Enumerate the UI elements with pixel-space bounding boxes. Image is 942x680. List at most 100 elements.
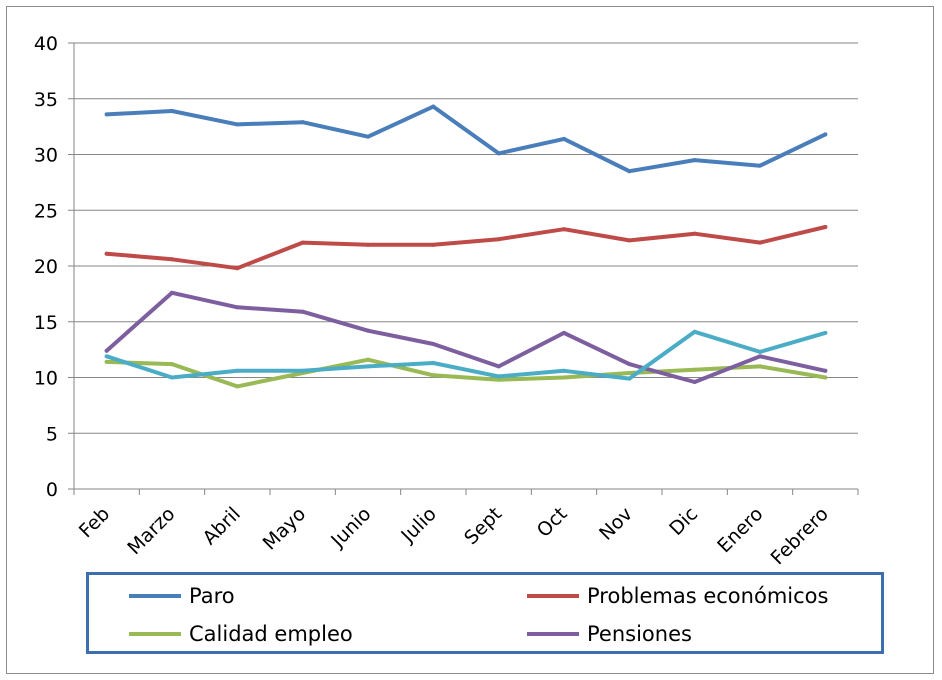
y-tick-label-0: 0 (46, 479, 58, 501)
point-calidad-empleo-1 (170, 362, 174, 367)
point-pensiones-1 (170, 290, 174, 295)
y-tick-label-2: 10 (34, 368, 58, 390)
point-problemas-economicos-7 (562, 227, 566, 232)
point-calidad-empleo-0 (104, 359, 109, 364)
point-pensiones-11 (823, 368, 828, 373)
point-problemas-economicos-1 (170, 257, 174, 262)
x-tick-label-4: Junio (326, 503, 375, 552)
legend-swatch-pensiones (527, 632, 579, 636)
y-tick-label-4: 20 (34, 256, 58, 278)
point-unnamed-4-7 (562, 368, 566, 373)
x-tick-label-6: Sept (460, 503, 506, 549)
x-tick-label-3: Mayo (259, 503, 311, 555)
point-paro-8 (627, 169, 632, 174)
series-line-problemas-economicos (104, 225, 828, 271)
point-unnamed-4-8 (627, 376, 632, 381)
point-pensiones-7 (562, 330, 566, 335)
series-line-pensiones (104, 290, 828, 384)
point-calidad-empleo-9 (692, 367, 697, 372)
point-calidad-empleo-8 (627, 371, 632, 376)
point-calidad-empleo-7 (562, 375, 566, 380)
point-paro-6 (496, 151, 501, 156)
y-tick-label-1: 5 (46, 423, 58, 445)
x-tick-label-8: Nov (595, 503, 637, 545)
point-paro-5 (431, 104, 436, 109)
point-paro-10 (758, 163, 762, 168)
point-problemas-economicos-4 (366, 242, 370, 247)
point-paro-0 (104, 112, 109, 117)
point-unnamed-4-3 (300, 368, 305, 373)
chart-frame (6, 6, 934, 674)
legend-swatch-calidad-empleo (129, 632, 181, 636)
y-tick-label-3: 15 (34, 312, 58, 334)
x-tick-label-9: Dic (665, 503, 702, 540)
legend: Paro Problemas económicos Calidad empleo… (86, 572, 884, 654)
point-pensiones-5 (431, 342, 436, 347)
point-paro-7 (562, 136, 566, 141)
point-calidad-empleo-5 (431, 373, 436, 378)
y-tick-label-5: 25 (34, 200, 58, 222)
point-pensiones-10 (758, 354, 762, 359)
x-tick-label-0: Feb (75, 503, 114, 542)
point-unnamed-4-2 (235, 368, 240, 373)
point-unnamed-4-11 (823, 330, 828, 335)
point-pensiones-9 (692, 379, 697, 384)
point-unnamed-4-0 (104, 354, 109, 359)
point-unnamed-4-1 (170, 375, 174, 380)
x-tick-label-10: Enero (713, 503, 767, 557)
point-calidad-empleo-4 (366, 357, 370, 362)
point-paro-3 (300, 120, 305, 125)
point-calidad-empleo-2 (235, 384, 240, 389)
y-tick-label-7: 35 (34, 89, 58, 111)
point-unnamed-4-4 (366, 364, 370, 369)
point-paro-9 (692, 158, 697, 163)
x-tick-label-7: Oct (533, 503, 572, 542)
point-pensiones-4 (366, 328, 370, 333)
point-calidad-empleo-6 (496, 377, 501, 382)
point-paro-2 (235, 122, 240, 127)
y-tick-label-8: 40 (34, 33, 58, 55)
point-paro-11 (823, 132, 828, 137)
point-problemas-economicos-10 (758, 240, 762, 245)
legend-label-calidad-empleo: Calidad empleo (189, 622, 353, 646)
legend-item-calidad-empleo: Calidad empleo (129, 619, 353, 649)
point-problemas-economicos-2 (235, 266, 240, 271)
x-tick-label-11: Febrero (767, 503, 833, 569)
legend-label-problemas-economicos: Problemas económicos (587, 584, 829, 608)
point-unnamed-4-9 (692, 329, 697, 334)
point-pensiones-8 (627, 362, 632, 367)
point-calidad-empleo-10 (758, 364, 762, 369)
point-problemas-economicos-6 (496, 237, 501, 242)
point-calidad-empleo-11 (823, 375, 828, 380)
series-line-unnamed-4 (104, 329, 828, 381)
series-line-paro (104, 104, 828, 174)
legend-item-pensiones: Pensiones (527, 619, 692, 649)
point-unnamed-4-10 (758, 349, 762, 354)
point-unnamed-4-5 (431, 361, 436, 366)
legend-label-pensiones: Pensiones (587, 622, 692, 646)
point-pensiones-0 (104, 348, 109, 353)
x-tick-label-5: Julio (396, 503, 440, 547)
legend-item-problemas-economicos: Problemas económicos (527, 581, 828, 611)
point-problemas-economicos-0 (104, 251, 109, 256)
point-pensiones-6 (496, 364, 501, 369)
point-unnamed-4-6 (496, 374, 501, 379)
point-pensiones-2 (235, 305, 240, 310)
point-problemas-economicos-9 (692, 231, 697, 236)
point-problemas-economicos-11 (823, 224, 828, 229)
point-pensiones-3 (300, 309, 305, 314)
legend-swatch-problemas-economicos (527, 594, 579, 598)
legend-item-paro: Paro (129, 581, 235, 611)
point-problemas-economicos-5 (431, 242, 436, 247)
legend-label-paro: Paro (189, 584, 235, 608)
legend-swatch-paro (129, 594, 181, 598)
y-tick-label-6: 30 (34, 145, 58, 167)
point-paro-1 (170, 109, 174, 114)
x-tick-label-2: Abril (199, 503, 245, 549)
point-problemas-economicos-8 (627, 238, 632, 243)
point-problemas-economicos-3 (300, 240, 305, 245)
series-line-calidad-empleo (104, 357, 828, 389)
x-tick-label-1: Marzo (123, 503, 179, 559)
point-paro-4 (366, 134, 370, 139)
